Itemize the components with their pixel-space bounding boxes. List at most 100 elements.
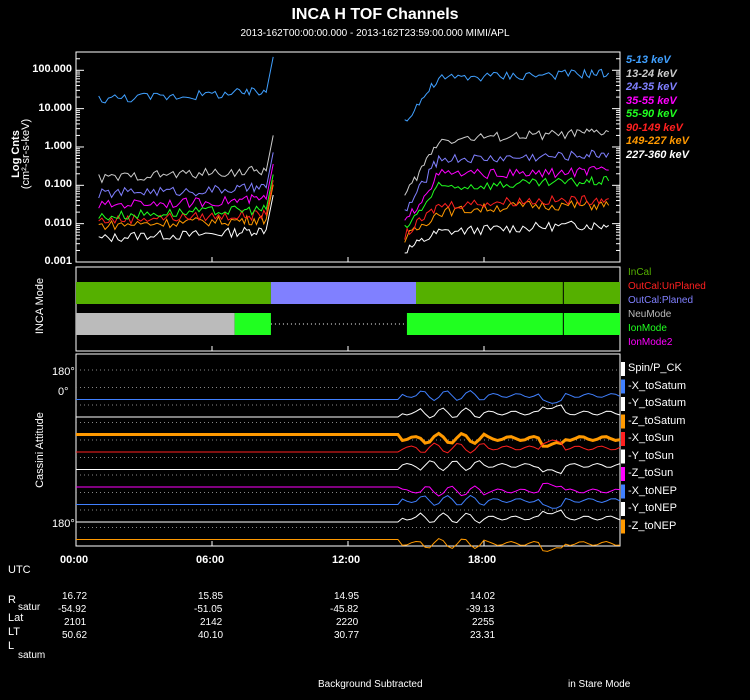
attitude-trace--Z-toSatum [76,431,621,448]
mode-bar-outcal-planed [270,282,416,304]
flux-legend-entry: 35-55 keV [626,94,677,107]
flux-legend-entry: 24-35 keV [626,81,677,93]
ephem-lt-value: 2101 [64,617,87,628]
attitude-ylabel: Cassini Attitude [34,412,46,488]
series-line-90-149-keV-seg1 [404,194,609,240]
flux-ytick-label: 0.010 [44,216,72,229]
attitude-tick-180-bottom: 180° [52,518,75,530]
series-line-227-360-keV-seg1 [404,220,609,254]
attitude-legend-swatch [621,362,625,376]
ephem-l-value: 30.77 [334,630,360,641]
mode-ylabel: INCA Mode [34,277,46,335]
attitude-legend-swatch [621,467,625,481]
chart-title: INCA H TOF Channels [291,6,459,23]
mode-bar-incal-2 [416,282,620,304]
attitude-legend-swatch [621,502,625,516]
series-line-35-55-keV-seg0 [98,163,274,209]
mode-bar-neumode [76,313,235,335]
attitude-legend-entry: -X_toSatum [628,379,687,392]
attitude-legend-entry: -Z_toNEP [628,519,677,532]
flux-ytick-label: 1.000 [44,139,72,152]
attitude-legend-entry: -X_toNEP [628,484,677,497]
series-line-35-55-keV-seg1 [404,165,609,221]
mode-legend-entry: OutCal:UnPlaned [628,281,706,292]
attitude-legend-entry: -Y_toNEP [628,502,677,514]
panel-frame-2 [75,266,621,352]
ephem-l-value: 50.62 [62,630,88,641]
mode-legend-entry: IonMode [628,323,667,334]
attitude-trace--Y-toSun [76,460,621,475]
attitude-legend-swatch [621,397,625,411]
panel-frame-3 [75,353,621,547]
flux-legend-entry: 149-227 keV [626,135,689,147]
series-line-55-90-keV-seg1 [404,175,610,229]
flux-ytick-label: 0.001 [44,255,72,267]
flux-ylabel-2: (cm²-sr-s-keV) [20,118,32,190]
flux-legend-entry: 90-149 keV [626,121,683,134]
ephem-l-value: 23.31 [470,630,496,641]
series-line-227-360-keV-seg0 [98,194,274,243]
ephem-lt-value: 2255 [472,617,495,628]
ephem-r-value: 15.85 [198,591,224,602]
ephem-lat-value: -45.82 [330,604,359,615]
attitude-legend-entry: Spin/P_CK [628,362,682,374]
attitude-legend-swatch [621,449,625,464]
ephem-lt-value: 2220 [336,617,359,628]
ephem-r-value: 14.95 [334,591,360,602]
flux-legend-entry: 13-24 keV [626,67,677,80]
series-line-13-24-keV-seg1 [404,128,609,196]
attitude-legend-swatch [621,379,625,394]
attitude-tick-0: 0° [58,386,69,398]
ephem-label-l-sub: satum [18,650,46,661]
time-label: 12:00 [332,554,361,566]
attitude-legend-entry: -Y_toSun [628,449,674,462]
flux-ytick-label: 10.000 [38,101,72,114]
attitude-tick-180-top: 180° [52,366,75,378]
attitude-trace--Y-toSatum [76,404,621,419]
time-label: 06:00 [196,554,225,566]
series-line-149-227-keV-seg1 [404,200,610,243]
time-label: 18:00 [468,554,497,566]
attitude-trace--Z-toNEP [76,538,621,552]
flux-legend-entry: 227-360 keV [626,148,689,161]
mode-bar-ionmode-1 [234,313,271,335]
flux-legend-entry: 55-90 keV [626,108,677,120]
attitude-legend-swatch [621,414,625,429]
series-line-24-35-keV-seg1 [404,149,610,212]
ephem-r-value: 16.72 [62,591,88,602]
ephem-lt-value: 2142 [200,617,223,628]
flux-ytick-label: 0.100 [44,178,72,191]
mode-legend-entry: OutCal:Planed [628,295,694,306]
attitude-legend-entry: -Z_toSatum [628,414,686,427]
attitude-legend-swatch [621,519,625,534]
attitude-trace--X-toSun [76,439,621,454]
mode-legend-entry: IonMode2 [628,337,673,348]
mode-bar-ionmode-2 [406,313,620,335]
ephem-label-r: R [8,594,16,606]
series-line-5-13-keV-seg1 [404,68,610,122]
attitude-legend-swatch [621,432,625,446]
series-line-24-35-keV-seg0 [98,152,274,199]
attitude-trace--X-toNEP [76,494,621,509]
attitude-legend-entry: -Z_toSun [628,467,674,479]
chart-subtitle: 2013-162T00:00:00.000 - 2013-162T23:59:0… [240,28,510,39]
panel-frame-1 [75,51,621,263]
series-line-55-90-keV-seg0 [98,174,274,221]
ephem-label-r-sub: satur [18,602,41,613]
attitude-legend-swatch [621,484,625,499]
mode-legend-entry: NeuMode [628,309,672,320]
ephem-label-lat: Lat [8,612,24,624]
attitude-trace--Z-toSun [76,482,621,497]
mode-legend-entry: InCal [628,267,652,278]
ephem-label-l: L [8,640,15,652]
ephem-lat-value: -54.92 [58,604,87,615]
footer-right: in Stare Mode [568,679,631,690]
attitude-legend-entry: -X_toSun [628,432,674,444]
attitude-trace--Y-toNEP [76,509,621,524]
ephem-l-value: 40.10 [198,630,224,641]
ephem-label-utc: UTC [8,564,31,576]
time-label: 00:00 [60,554,89,566]
ephem-lat-value: -51.05 [194,604,223,615]
attitude-legend-entry: -Y_toSatum [628,397,687,409]
